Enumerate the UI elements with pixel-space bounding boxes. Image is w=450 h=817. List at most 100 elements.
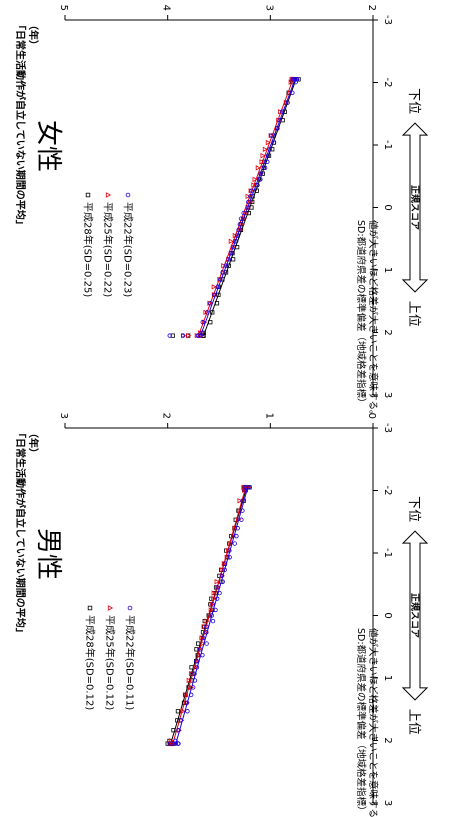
data-point <box>234 533 239 539</box>
note-line-1: SD:都道府県差の標準偏差（地域格差指標） <box>355 220 367 408</box>
data-point <box>228 540 234 547</box>
data-point <box>200 635 206 641</box>
data-point <box>222 567 227 573</box>
data-point <box>194 332 200 339</box>
data-point <box>196 641 201 646</box>
data-point <box>167 333 172 338</box>
data-point <box>217 276 223 283</box>
data-point <box>214 301 220 306</box>
data-point <box>214 579 220 585</box>
upper-label: 上位 <box>406 301 421 327</box>
data-point <box>293 79 298 85</box>
data-point <box>265 153 271 158</box>
data-point <box>265 139 271 146</box>
fit-line <box>172 487 247 744</box>
chart-title: 男性 <box>33 528 63 580</box>
data-point <box>246 210 251 216</box>
data-point <box>194 658 199 664</box>
data-point <box>232 541 237 546</box>
data-point <box>231 257 236 262</box>
data-point <box>255 182 260 188</box>
data-point <box>260 171 265 176</box>
data-point <box>289 76 295 83</box>
female-chart: -3 -2 -1 0 1 2 3 2 3 4 5 平成28年(SD=0.25) 平成25年(SD=0.2… <box>14 5 429 420</box>
data-point <box>247 485 252 490</box>
y-tick-label: 2 <box>161 413 172 419</box>
legend-entry: 平成25年(SD=0.12) <box>104 605 117 710</box>
male-chart: -3 -2 -1 0 1 2 3 0 1 2 3 平成28年(SD=0.12) 平成25年(SD=0.1… <box>14 413 429 817</box>
data-point <box>251 182 257 188</box>
data-point <box>217 590 222 596</box>
data-point <box>227 548 232 553</box>
legend-entry: 平成28年(SD=0.25) <box>82 192 95 297</box>
data-point <box>167 741 172 746</box>
series-0 <box>165 485 252 746</box>
data-point <box>233 239 239 244</box>
lower-label: 下位 <box>406 88 421 114</box>
data-point <box>211 596 217 602</box>
legend-entry: 平成28年(SD=0.12) <box>84 605 97 710</box>
x-tick-label: 3 <box>382 392 393 398</box>
data-point <box>209 601 215 607</box>
legend-label: 平成25年(SD=0.22) <box>102 202 115 297</box>
data-point <box>204 310 210 315</box>
legend-label: 平成28年(SD=0.12) <box>84 615 97 710</box>
data-point <box>173 741 179 746</box>
data-point <box>262 146 268 152</box>
data-point <box>215 596 220 601</box>
x-tick-label: -1 <box>382 140 393 150</box>
y-axis-unit: （年） <box>27 20 40 50</box>
chart-title: 女性 <box>33 120 63 172</box>
data-point <box>271 140 277 145</box>
data-point <box>188 692 194 698</box>
legend-marker <box>85 192 91 198</box>
data-point <box>196 652 202 658</box>
data-point <box>250 199 255 205</box>
data-point <box>211 284 217 290</box>
legend-marker <box>87 605 93 611</box>
data-point <box>200 652 205 658</box>
data-point <box>288 79 294 85</box>
chart-rotated-frame: -3 -2 -1 0 1 2 3 0 1 2 3 平成28年(SD=0.12) 平成25年(SD=0.1… <box>14 413 429 817</box>
data-point <box>180 708 186 714</box>
data-point <box>189 671 195 677</box>
data-point <box>192 671 197 676</box>
data-point <box>258 177 263 182</box>
x-tick-label: 0 <box>382 204 393 210</box>
x-axis-label: 正規スコア <box>409 185 421 230</box>
data-point <box>269 133 274 138</box>
fit-line <box>175 487 249 744</box>
data-point <box>184 700 190 705</box>
data-point <box>186 332 192 339</box>
x-tick-label: 1 <box>382 675 393 681</box>
data-point <box>267 147 272 152</box>
y-tick-label: 2 <box>366 5 377 11</box>
data-point <box>294 77 299 82</box>
data-point <box>258 171 263 176</box>
data-point <box>236 227 241 233</box>
data-point <box>186 677 192 684</box>
data-point <box>234 233 240 238</box>
legend-entry: 平成22年(SD=0.11) <box>124 605 137 710</box>
data-point <box>207 612 213 619</box>
data-point <box>290 90 295 95</box>
data-point <box>277 118 282 123</box>
data-point <box>235 526 240 531</box>
y-tick-label: 1 <box>263 413 274 419</box>
data-point <box>248 188 254 194</box>
data-point <box>211 590 217 596</box>
data-point <box>276 117 282 123</box>
data-point <box>243 485 248 490</box>
data-point <box>262 165 268 171</box>
y-tick-label: 4 <box>161 5 172 11</box>
note-line-2: 値が大きいほど格差が大きいことを意味する。 <box>367 628 379 817</box>
data-point <box>236 507 243 514</box>
series-1 <box>167 484 252 747</box>
data-point <box>238 216 244 221</box>
data-point <box>221 263 227 269</box>
data-point <box>212 292 217 297</box>
data-point <box>204 624 209 629</box>
x-tick-label: -3 <box>382 15 393 25</box>
data-point <box>242 487 247 493</box>
